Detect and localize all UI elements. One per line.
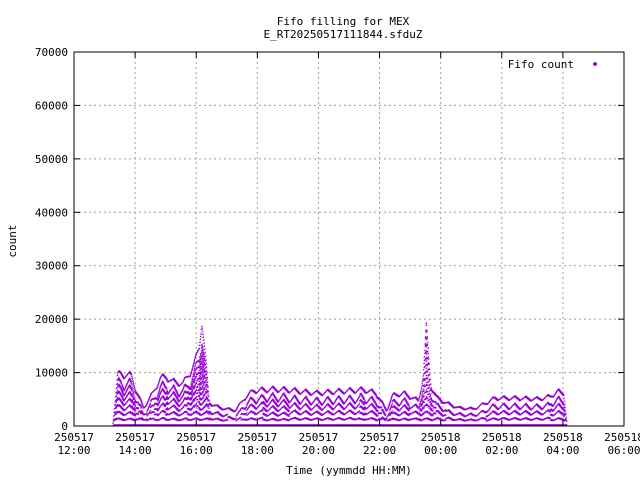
fifo-count-points	[111, 321, 568, 427]
x-tick-label-time: 20:00	[302, 444, 335, 457]
x-tick-label-time: 02:00	[485, 444, 518, 457]
x-tick-label-date: 250517	[54, 431, 94, 444]
x-tick-label-time: 06:00	[607, 444, 640, 457]
x-tick-label-date: 250518	[482, 431, 522, 444]
x-tick-label-time: 04:00	[546, 444, 579, 457]
x-tick-label-date: 250518	[604, 431, 640, 444]
grid-lines	[74, 52, 624, 426]
data-points	[111, 321, 568, 427]
x-tick-label-time: 16:00	[180, 444, 213, 457]
y-axis-label: count	[6, 224, 19, 257]
y-tick-label: 70000	[35, 46, 68, 59]
y-tick-label: 0	[61, 420, 68, 433]
y-tick-label: 60000	[35, 99, 68, 112]
x-tick-label-date: 250517	[237, 431, 277, 444]
x-tick-label-time: 18:00	[241, 444, 274, 457]
x-tick-label-time: 22:00	[363, 444, 396, 457]
legend: Fifo count	[508, 58, 598, 71]
x-tick-labels: 25051712:0025051714:0025051716:002505171…	[54, 431, 640, 457]
x-tick-label-time: 14:00	[119, 444, 152, 457]
x-axis-label: Time (yymmdd HH:MM)	[286, 464, 412, 477]
x-tick-label-date: 250517	[360, 431, 400, 444]
y-tick-labels: 0 10000 20000 30000 40000 50000 60000 70000	[35, 46, 68, 433]
x-tick-label-time: 12:00	[57, 444, 90, 457]
legend-marker-diamond	[592, 61, 598, 67]
x-tick-label-date: 250517	[176, 431, 216, 444]
plot-frame	[73, 51, 625, 427]
x-tick-label-date: 250518	[543, 431, 583, 444]
x-tick-label-date: 250517	[115, 431, 155, 444]
chart-title: Fifo filling for MEX	[277, 15, 410, 28]
y-tick-label: 50000	[35, 153, 68, 166]
legend-label-fifo-count: Fifo count	[508, 58, 574, 71]
x-tick-label-time: 00:00	[424, 444, 457, 457]
y-tick-label: 40000	[35, 206, 68, 219]
x-tick-label-date: 250518	[421, 431, 461, 444]
y-tick-label: 10000	[35, 367, 68, 380]
y-tick-label: 20000	[35, 313, 68, 326]
axis-ticks	[73, 51, 625, 427]
x-tick-label-date: 250517	[299, 431, 339, 444]
y-tick-label: 30000	[35, 260, 68, 273]
chart-subtitle: E_RT20250517111844.sfduZ	[264, 28, 423, 41]
